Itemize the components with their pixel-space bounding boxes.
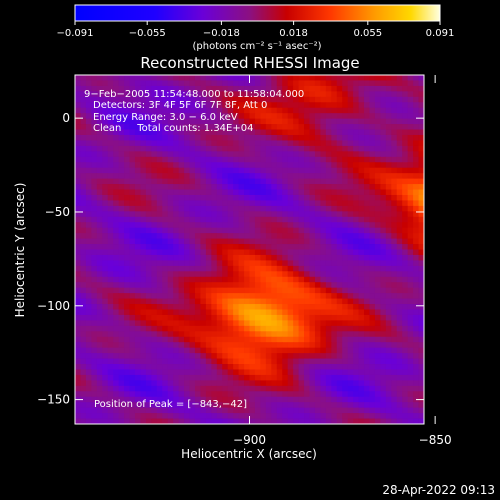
y-tick-label: −50	[45, 205, 70, 219]
colorbar-tick-label: 0.091	[426, 28, 455, 39]
annotation-line: Detectors: 3F 4F 5F 6F 7F 8F, Att 0	[93, 100, 267, 111]
colorbar	[74, 4, 441, 22]
heatmap-image	[75, 75, 424, 424]
annotation-block: 9−Feb−2005 11:54:48.000 to 11:58:04.000D…	[84, 89, 304, 134]
colorbar-unit-label: (photons cm⁻² s⁻¹ asec⁻²)	[192, 41, 321, 52]
axis-ticks: −900−850−8000−50−100−150	[37, 75, 452, 447]
colorbar-tick-label: 0.018	[279, 28, 308, 39]
colorbar-tick-label: −0.018	[203, 28, 240, 39]
y-tick-label: −100	[37, 299, 70, 313]
y-tick-label: −150	[37, 393, 70, 407]
plot-timestamp: 28-Apr-2022 09:13	[382, 483, 495, 497]
colorbar-tick-label: −0.055	[129, 28, 166, 39]
peak-position-label: Position of Peak = [−843,−42]	[94, 399, 247, 410]
x-tick-label: −900	[233, 433, 266, 447]
colorbar-tick-label: −0.091	[56, 28, 93, 39]
y-axis-label: Heliocentric Y (arcsec)	[13, 183, 27, 318]
annotation-line: Clean Total counts: 1.34E+04	[93, 123, 253, 134]
y-tick-label: 0	[62, 111, 70, 125]
x-tick-label: −850	[419, 433, 452, 447]
annotation-line: Energy Range: 3.0 − 6.0 keV	[93, 112, 238, 123]
colorbar-tick-label: 0.055	[353, 28, 382, 39]
colorbar-ticks: −0.091 −0.055 −0.018 0.018 0.055 0.091	[56, 21, 454, 39]
x-axis-label: Heliocentric X (arcsec)	[181, 447, 317, 461]
annotation-line: 9−Feb−2005 11:54:48.000 to 11:58:04.000	[84, 89, 304, 100]
chart-title: Reconstructed RHESSI Image	[140, 54, 359, 72]
